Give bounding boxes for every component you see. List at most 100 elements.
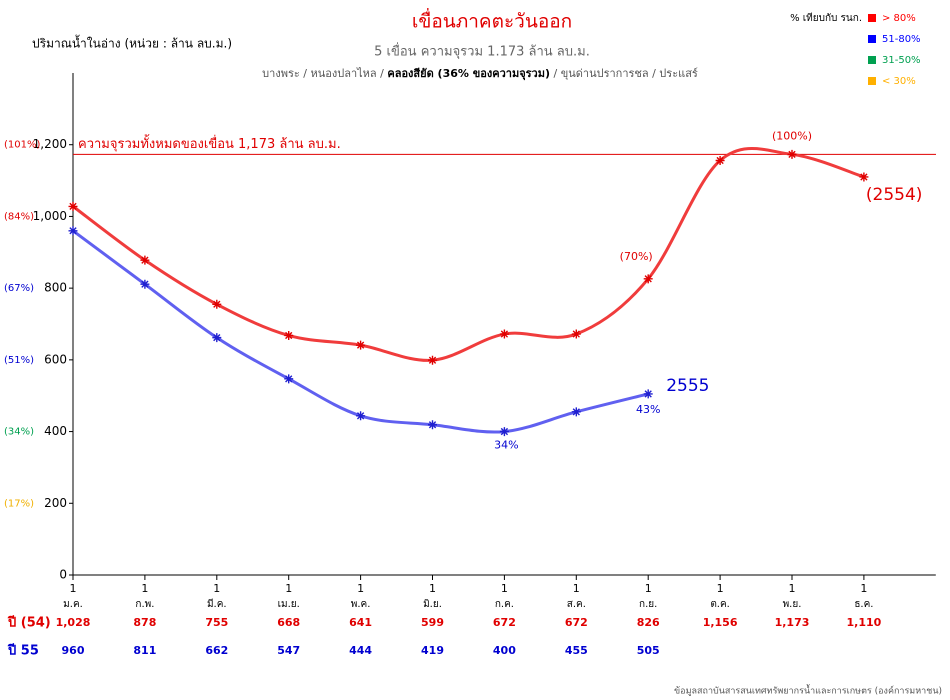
x-day-label: 1 <box>70 582 77 595</box>
point-marker <box>212 333 222 343</box>
x-tick-label: พ.ย. <box>783 599 802 610</box>
x-day-label: 1 <box>429 582 436 595</box>
percent-tick-label: (34%) <box>4 427 34 438</box>
annotation: 34% <box>494 439 518 452</box>
x-day-label: 1 <box>141 582 148 595</box>
x-day-label: 1 <box>789 582 796 595</box>
point-marker <box>787 149 797 159</box>
point-marker <box>212 299 222 309</box>
x-tick-label: ต.ค. <box>710 599 730 610</box>
x-tick-label: ก.ค. <box>495 599 514 610</box>
x-day-label: 1 <box>645 582 652 595</box>
point-marker <box>643 274 653 284</box>
point-marker <box>140 279 150 289</box>
y-tick-label: 200 <box>44 496 67 510</box>
y-tick-label: 800 <box>44 281 67 295</box>
percent-tick-label: (84%) <box>4 211 34 222</box>
point-marker <box>68 226 78 236</box>
x-tick-label: เม.ย. <box>278 599 300 610</box>
x-day-label: 1 <box>860 582 867 595</box>
table-value: 1,156 <box>703 616 738 629</box>
point-marker <box>140 255 150 265</box>
y-tick-label: 0 <box>59 568 67 582</box>
point-marker <box>356 340 366 350</box>
table-value: 1,173 <box>775 616 810 629</box>
point-marker <box>428 355 437 365</box>
table-value: 672 <box>565 616 588 629</box>
table-value: 641 <box>349 616 372 629</box>
y-tick-label: 600 <box>44 352 67 366</box>
point-marker <box>571 329 581 339</box>
x-tick-label: ม.ค. <box>63 599 83 610</box>
x-day-label: 1 <box>357 582 364 595</box>
percent-tick-label: (17%) <box>4 498 34 509</box>
table-value: 505 <box>637 644 660 657</box>
series-label: 2555 <box>666 376 709 396</box>
series-label: (2554) <box>866 185 923 205</box>
point-marker <box>284 374 294 384</box>
x-tick-label: ก.ย. <box>639 599 657 610</box>
x-tick-label: พ.ค. <box>351 599 371 610</box>
point-marker <box>428 420 437 430</box>
point-marker <box>356 411 366 421</box>
x-tick-label: มี.ค. <box>207 598 227 610</box>
point-marker <box>715 155 725 165</box>
legend-label: > 80% <box>882 13 916 24</box>
table-value: 1,110 <box>847 616 882 629</box>
table-value: 419 <box>421 644 444 657</box>
x-day-label: 1 <box>717 582 724 595</box>
legend-swatch <box>868 14 876 22</box>
point-marker <box>499 427 509 437</box>
source: ข้อมูลสถาบันสารสนเทศทรัพยากรน้ำและการเกษ… <box>674 684 942 697</box>
table-value: 811 <box>133 644 156 657</box>
subtitle2: บางพระ / หนองปลาไหล / คลองสียัด (36% ของ… <box>262 67 698 81</box>
legend-swatch <box>868 56 876 64</box>
table-value: 444 <box>349 644 372 657</box>
percent-tick-label: (51%) <box>4 355 34 366</box>
point-marker <box>499 329 509 339</box>
percent-tick-label: (101%) <box>4 140 40 151</box>
x-day-label: 1 <box>501 582 508 595</box>
x-day-label: 1 <box>285 582 292 595</box>
subtitle: 5 เขื่อน ความจุรวม 1.173 ล้าน ลบ.ม. <box>374 43 590 60</box>
x-day-label: 1 <box>573 582 580 595</box>
x-tick-label: ธ.ค. <box>854 599 873 610</box>
subtitle-part: คลองสียัด (36% ของความจุรวม) <box>387 67 550 81</box>
point-marker <box>571 407 581 417</box>
annotation: 43% <box>636 403 660 416</box>
table-value: 826 <box>637 616 660 629</box>
table-value: 547 <box>277 644 300 657</box>
chart-title: เขื่อนภาคตะวันออก <box>412 8 572 33</box>
percent-tick-label: (67%) <box>4 283 34 294</box>
subtitle-part: บางพระ / หนองปลาไหล / <box>262 67 387 80</box>
legend-swatch <box>868 35 876 43</box>
point-marker <box>68 201 78 211</box>
annotation: (70%) <box>620 250 653 263</box>
table-value: 662 <box>205 644 228 657</box>
y-tick-label: 1,000 <box>33 209 67 223</box>
subtitle-part: / ขุนด่านปราการชล / ประแสร์ <box>550 67 698 80</box>
point-marker <box>859 172 869 182</box>
series-line <box>72 229 649 434</box>
table-value: 668 <box>277 616 300 629</box>
y-tick-label: 400 <box>44 424 67 438</box>
y-axis-label: ปริมาณน้ำในอ่าง (หน่วย : ล้าน ลบ.ม.) <box>32 35 232 51</box>
point-marker <box>284 330 294 340</box>
table-value: 599 <box>421 616 444 629</box>
table-value: 455 <box>565 644 588 657</box>
table-value: 672 <box>493 616 516 629</box>
point-marker <box>643 389 653 399</box>
table-value: 1,028 <box>56 616 91 629</box>
legend-title: % เทียบกับ รนก. <box>790 12 862 24</box>
row-label: ปี 55 <box>7 643 39 659</box>
legend-label: 51-80% <box>882 34 921 45</box>
x-tick-label: ก.พ. <box>135 599 154 610</box>
legend-label: < 30% <box>882 76 916 87</box>
x-day-label: 1 <box>213 582 220 595</box>
legend-swatch <box>868 77 876 85</box>
table-value: 960 <box>62 644 85 657</box>
table-value: 878 <box>133 616 156 629</box>
reference-label: ความจุรวมทั้งหมดของเขื่อน 1,173 ล้าน ลบ.… <box>78 134 341 152</box>
